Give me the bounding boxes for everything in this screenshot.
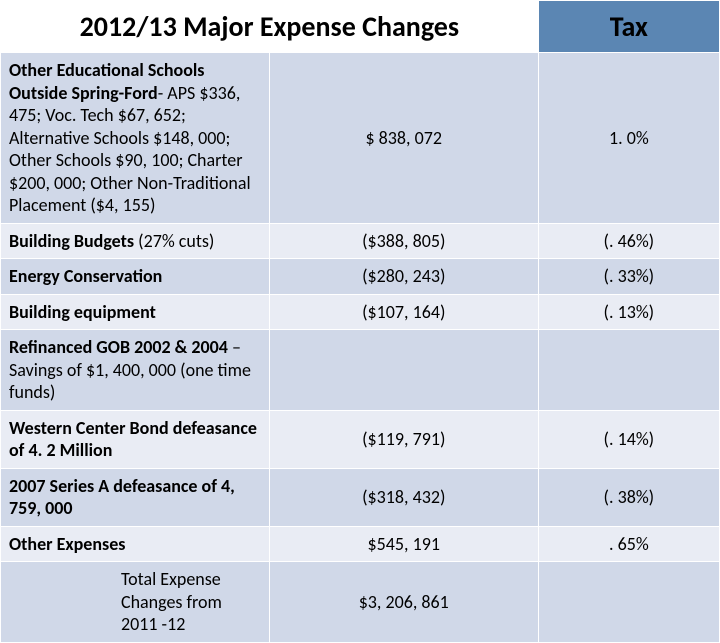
table-row: Energy Conservation($280, 243)(. 33%): [1, 259, 720, 295]
header-title: 2012/13 Major Expense Changes: [1, 1, 539, 53]
cell-tax: (. 13%): [538, 294, 719, 330]
cell-tax: (. 14%): [538, 410, 719, 468]
cell-description: Refinanced GOB 2002 & 2004 – Savings of …: [1, 330, 270, 411]
table-row: Building Budgets (27% cuts)($388, 805)(.…: [1, 223, 720, 259]
cell-amount: [269, 330, 538, 411]
table-row: Refinanced GOB 2002 & 2004 – Savings of …: [1, 330, 720, 411]
cell-amount: ($388, 805): [269, 223, 538, 259]
cell-description: Total Expense Changes from 2011 -12: [1, 562, 270, 643]
cell-tax: [538, 562, 719, 643]
cell-description: Other Educational Schools Outside Spring…: [1, 53, 270, 224]
header-tax: Tax: [538, 1, 719, 53]
cell-tax: (. 33%): [538, 259, 719, 295]
cell-amount: ($119, 791): [269, 410, 538, 468]
cell-tax: (. 46%): [538, 223, 719, 259]
cell-description: Western Center Bond defeasance of 4. 2 M…: [1, 410, 270, 468]
table-row: Western Center Bond defeasance of 4. 2 M…: [1, 410, 720, 468]
cell-tax: 1. 0%: [538, 53, 719, 224]
cell-amount: $545, 191: [269, 526, 538, 562]
table-row: Total Expense Changes from 2011 -12$3, 2…: [1, 562, 720, 643]
cell-tax: [538, 330, 719, 411]
cell-tax: (. 38%): [538, 468, 719, 526]
table-row: Other Expenses$545, 191. 65%: [1, 526, 720, 562]
table-body: Other Educational Schools Outside Spring…: [1, 53, 720, 643]
cell-amount: $ 838, 072: [269, 53, 538, 224]
cell-amount: ($280, 243): [269, 259, 538, 295]
table-row: 2007 Series A defeasance of 4, 759, 000(…: [1, 468, 720, 526]
header-row: 2012/13 Major Expense Changes Tax: [1, 1, 720, 53]
cell-description: Energy Conservation: [1, 259, 270, 295]
cell-description: Building equipment: [1, 294, 270, 330]
cell-description: Other Expenses: [1, 526, 270, 562]
cell-description: 2007 Series A defeasance of 4, 759, 000: [1, 468, 270, 526]
expense-table: 2012/13 Major Expense Changes Tax Other …: [0, 0, 720, 643]
cell-amount: $3, 206, 861: [269, 562, 538, 643]
cell-tax: . 65%: [538, 526, 719, 562]
cell-amount: ($107, 164): [269, 294, 538, 330]
table-row: Other Educational Schools Outside Spring…: [1, 53, 720, 224]
table-row: Building equipment($107, 164)(. 13%): [1, 294, 720, 330]
slide: 2012/13 Major Expense Changes Tax Other …: [0, 0, 720, 540]
cell-amount: ($318, 432): [269, 468, 538, 526]
cell-description: Building Budgets (27% cuts): [1, 223, 270, 259]
